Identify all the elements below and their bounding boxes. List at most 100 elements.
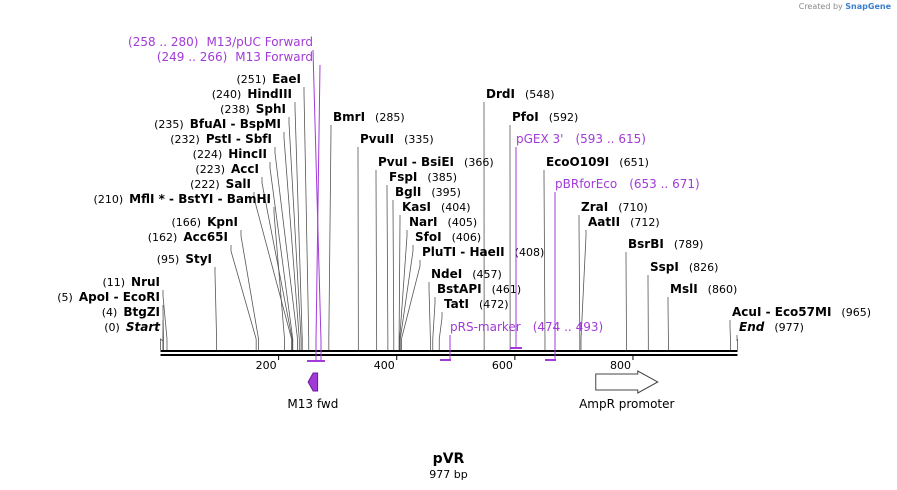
site-label[interactable]: SalI (222) (190, 177, 251, 191)
site-label[interactable]: HindIII (240) (212, 87, 292, 101)
site-label[interactable]: AccI (223) (195, 162, 259, 176)
site-position: (592) (549, 111, 579, 124)
feature[interactable]: M13 fwd (287, 372, 338, 411)
site-label[interactable]: BglI (395) (395, 185, 461, 199)
site-position: (860) (708, 283, 738, 296)
site-name: EcoO109I (546, 155, 609, 169)
site-label[interactable]: PfoI (592) (512, 110, 578, 124)
site-label[interactable]: PvuI - BsiEI (366) (378, 155, 494, 169)
site-label[interactable]: Start (0) (104, 320, 161, 334)
site-label[interactable]: AatII (712) (588, 215, 660, 229)
site-name: SphI (256, 102, 286, 116)
site-label[interactable]: EcoO109I (651) (546, 155, 649, 169)
site-label[interactable]: BfuAI - BspMI (235) (154, 117, 281, 131)
site-position: (461) (492, 283, 522, 296)
site-line (283, 132, 300, 350)
primer-name: pGEX 3' (516, 132, 563, 146)
site-name: SalI (226, 177, 251, 191)
site-line (261, 177, 293, 350)
site-line (288, 117, 302, 350)
plasmid-size: 977 bp (429, 468, 468, 481)
site-label[interactable]: NarI (405) (409, 215, 477, 229)
site-name: BfuAI - BspMI (190, 117, 281, 131)
site-position: (335) (404, 133, 434, 146)
primer-line (315, 64, 321, 361)
site-position: (789) (674, 238, 704, 251)
site-label[interactable]: PluTI - HaeII (408) (422, 245, 544, 259)
site-line (230, 245, 257, 350)
site-label[interactable]: TatI (472) (444, 297, 509, 311)
site-label[interactable]: SspI (826) (650, 260, 718, 274)
site-line (328, 125, 332, 350)
primer-line (312, 49, 322, 361)
axis-tick-label: 400 (374, 359, 395, 372)
site-label[interactable]: BsrBI (789) (628, 237, 703, 251)
site-position: (826) (689, 261, 719, 274)
primer[interactable]: M13 Forward (249 .. 266) (157, 50, 321, 362)
primer[interactable]: pGEX 3' (593 .. 615) (510, 132, 646, 349)
site-label[interactable]: BmrI (285) (333, 110, 405, 124)
site-line (294, 102, 303, 350)
site-position: (5) (57, 291, 73, 304)
site-label[interactable]: StyI (95) (157, 252, 212, 266)
site-name: AccI (231, 162, 259, 176)
site-label[interactable]: DrdI (548) (486, 87, 555, 101)
site-label[interactable]: MslI (860) (670, 282, 737, 296)
site-position: (166) (172, 216, 202, 229)
feature[interactable]: AmpR promoter (579, 370, 675, 411)
site-label[interactable]: MflI * - BstYI - BamHI (210) (94, 192, 271, 206)
credit-prefix: Created by (798, 2, 843, 11)
site-line (386, 185, 389, 350)
site-line (432, 297, 436, 350)
site-position: (385) (427, 171, 457, 184)
site-label[interactable]: End (977) (739, 320, 804, 334)
site-label[interactable]: Acc65I (162) (148, 230, 228, 244)
site-name: BtgZI (123, 305, 160, 319)
site-label[interactable]: ZraI (710) (581, 200, 648, 214)
site-name: StyI (185, 252, 212, 266)
site-label[interactable]: EaeI (251) (237, 72, 302, 86)
site-label[interactable]: FspI (385) (389, 170, 457, 184)
primer[interactable]: M13/pUC Forward (258 .. 280) (128, 35, 325, 362)
site-line (214, 267, 218, 350)
feature-arrow (307, 372, 319, 392)
primer-name: M13 Forward (235, 50, 313, 64)
site-name: KasI (402, 200, 431, 214)
site-line (392, 200, 395, 350)
site-label[interactable]: SfoI (406) (415, 230, 481, 244)
site-position: (977) (774, 321, 804, 334)
site-label[interactable]: KasI (404) (402, 200, 471, 214)
site-label[interactable]: HincII (224) (193, 147, 267, 161)
site-position: (472) (479, 298, 509, 311)
site-name: BstAPI (437, 282, 482, 296)
site-label[interactable]: BstAPI (461) (437, 282, 521, 296)
site-name: AatII (588, 215, 620, 229)
site-name: NarI (409, 215, 438, 229)
site-line (303, 87, 310, 350)
primer[interactable]: pRS-marker (474 .. 493) (440, 320, 603, 361)
site-line (428, 282, 431, 350)
site-name: KpnI (207, 215, 238, 229)
site-line (399, 230, 408, 350)
site-label[interactable]: PvuII (335) (360, 132, 434, 146)
site-label[interactable]: PstI - SbfI (232) (170, 132, 272, 146)
site-line (543, 170, 546, 350)
site-label[interactable]: BtgZI (4) (102, 305, 160, 319)
site-line (398, 215, 401, 350)
site-label[interactable]: ApoI - EcoRI (5) (57, 290, 160, 304)
site-position: (965) (841, 306, 871, 319)
site-line (240, 230, 259, 350)
site-position: (712) (630, 216, 660, 229)
site-name: BmrI (333, 110, 365, 124)
site-label[interactable]: AcuI - Eco57MI (965) (732, 305, 871, 319)
site-label[interactable]: NruI (11) (102, 275, 160, 289)
site-label[interactable]: KpnI (166) (172, 215, 239, 229)
site-label[interactable]: NdeI (457) (431, 267, 502, 281)
primer[interactable]: pBRforEco (653 .. 671) (545, 177, 700, 361)
site-position: (222) (190, 178, 220, 191)
primer-range: (249 .. 266) (157, 50, 227, 64)
feature-label: AmpR promoter (579, 397, 674, 411)
site-label[interactable]: SphI (238) (220, 102, 286, 116)
primer-range: (474 .. 493) (533, 320, 603, 334)
site-position: (95) (157, 253, 180, 266)
